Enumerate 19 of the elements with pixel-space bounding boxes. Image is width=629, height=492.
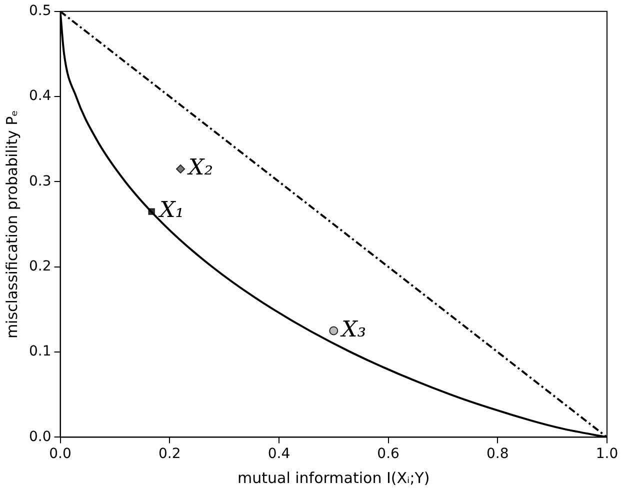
- point: [176, 164, 186, 174]
- y-tick-label: 0.0: [29, 428, 52, 445]
- y-tick-label: 0.5: [29, 3, 52, 20]
- x-tick-label: 1.0: [596, 446, 618, 462]
- x-axis-title: mutual information I(Xᵢ;Y): [237, 468, 430, 487]
- series-label: X₁: [158, 198, 184, 224]
- y-tick-label: 0.3: [29, 173, 52, 190]
- x-tick-label: 0.4: [268, 446, 290, 462]
- x-tick-label: 0.6: [377, 446, 400, 462]
- y-tick-label: 0.2: [29, 258, 52, 275]
- x-tick-label: 0.8: [486, 446, 509, 462]
- x-tick-label: 0.0: [49, 446, 72, 462]
- point: [329, 326, 338, 336]
- y-tick-label: 0.4: [29, 88, 52, 104]
- y-axis-title: misclassification probability Pₑ: [2, 110, 21, 339]
- x-tick-label: 0.2: [158, 446, 181, 462]
- series-label: X₃: [340, 317, 366, 342]
- series-label: X₂: [186, 156, 214, 181]
- y-tick-label: 0.1: [29, 344, 52, 360]
